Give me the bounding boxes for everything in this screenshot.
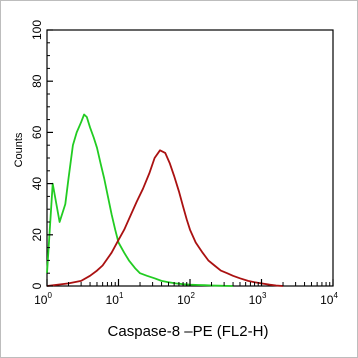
y-tick-label: 100: [30, 20, 44, 40]
y-tick-label: 40: [30, 177, 44, 191]
x-tick-label: 102: [177, 291, 195, 307]
plot-area: [46, 29, 334, 287]
x-axis-label: Caspase-8 –PE (FL2-H): [108, 323, 269, 340]
x-tick-label: 100: [34, 291, 52, 307]
plot-border: [46, 29, 334, 287]
y-tick-label: 20: [30, 228, 44, 242]
series-line-2: [46, 149, 284, 287]
x-tick-label: 101: [106, 291, 124, 307]
x-tick-label: 103: [249, 291, 267, 307]
ticks-layer: 0 20 40 60 80 100 100 101 102 103 104: [30, 20, 338, 307]
y-tick-label: 60: [30, 125, 44, 139]
y-tick-label: 80: [30, 74, 44, 88]
y-tick-label: 0: [30, 282, 44, 289]
series-layer: [46, 113, 284, 287]
series-line-1: [46, 113, 234, 287]
y-axis-label: Counts: [13, 132, 25, 167]
x-tick-label: 104: [320, 291, 338, 307]
